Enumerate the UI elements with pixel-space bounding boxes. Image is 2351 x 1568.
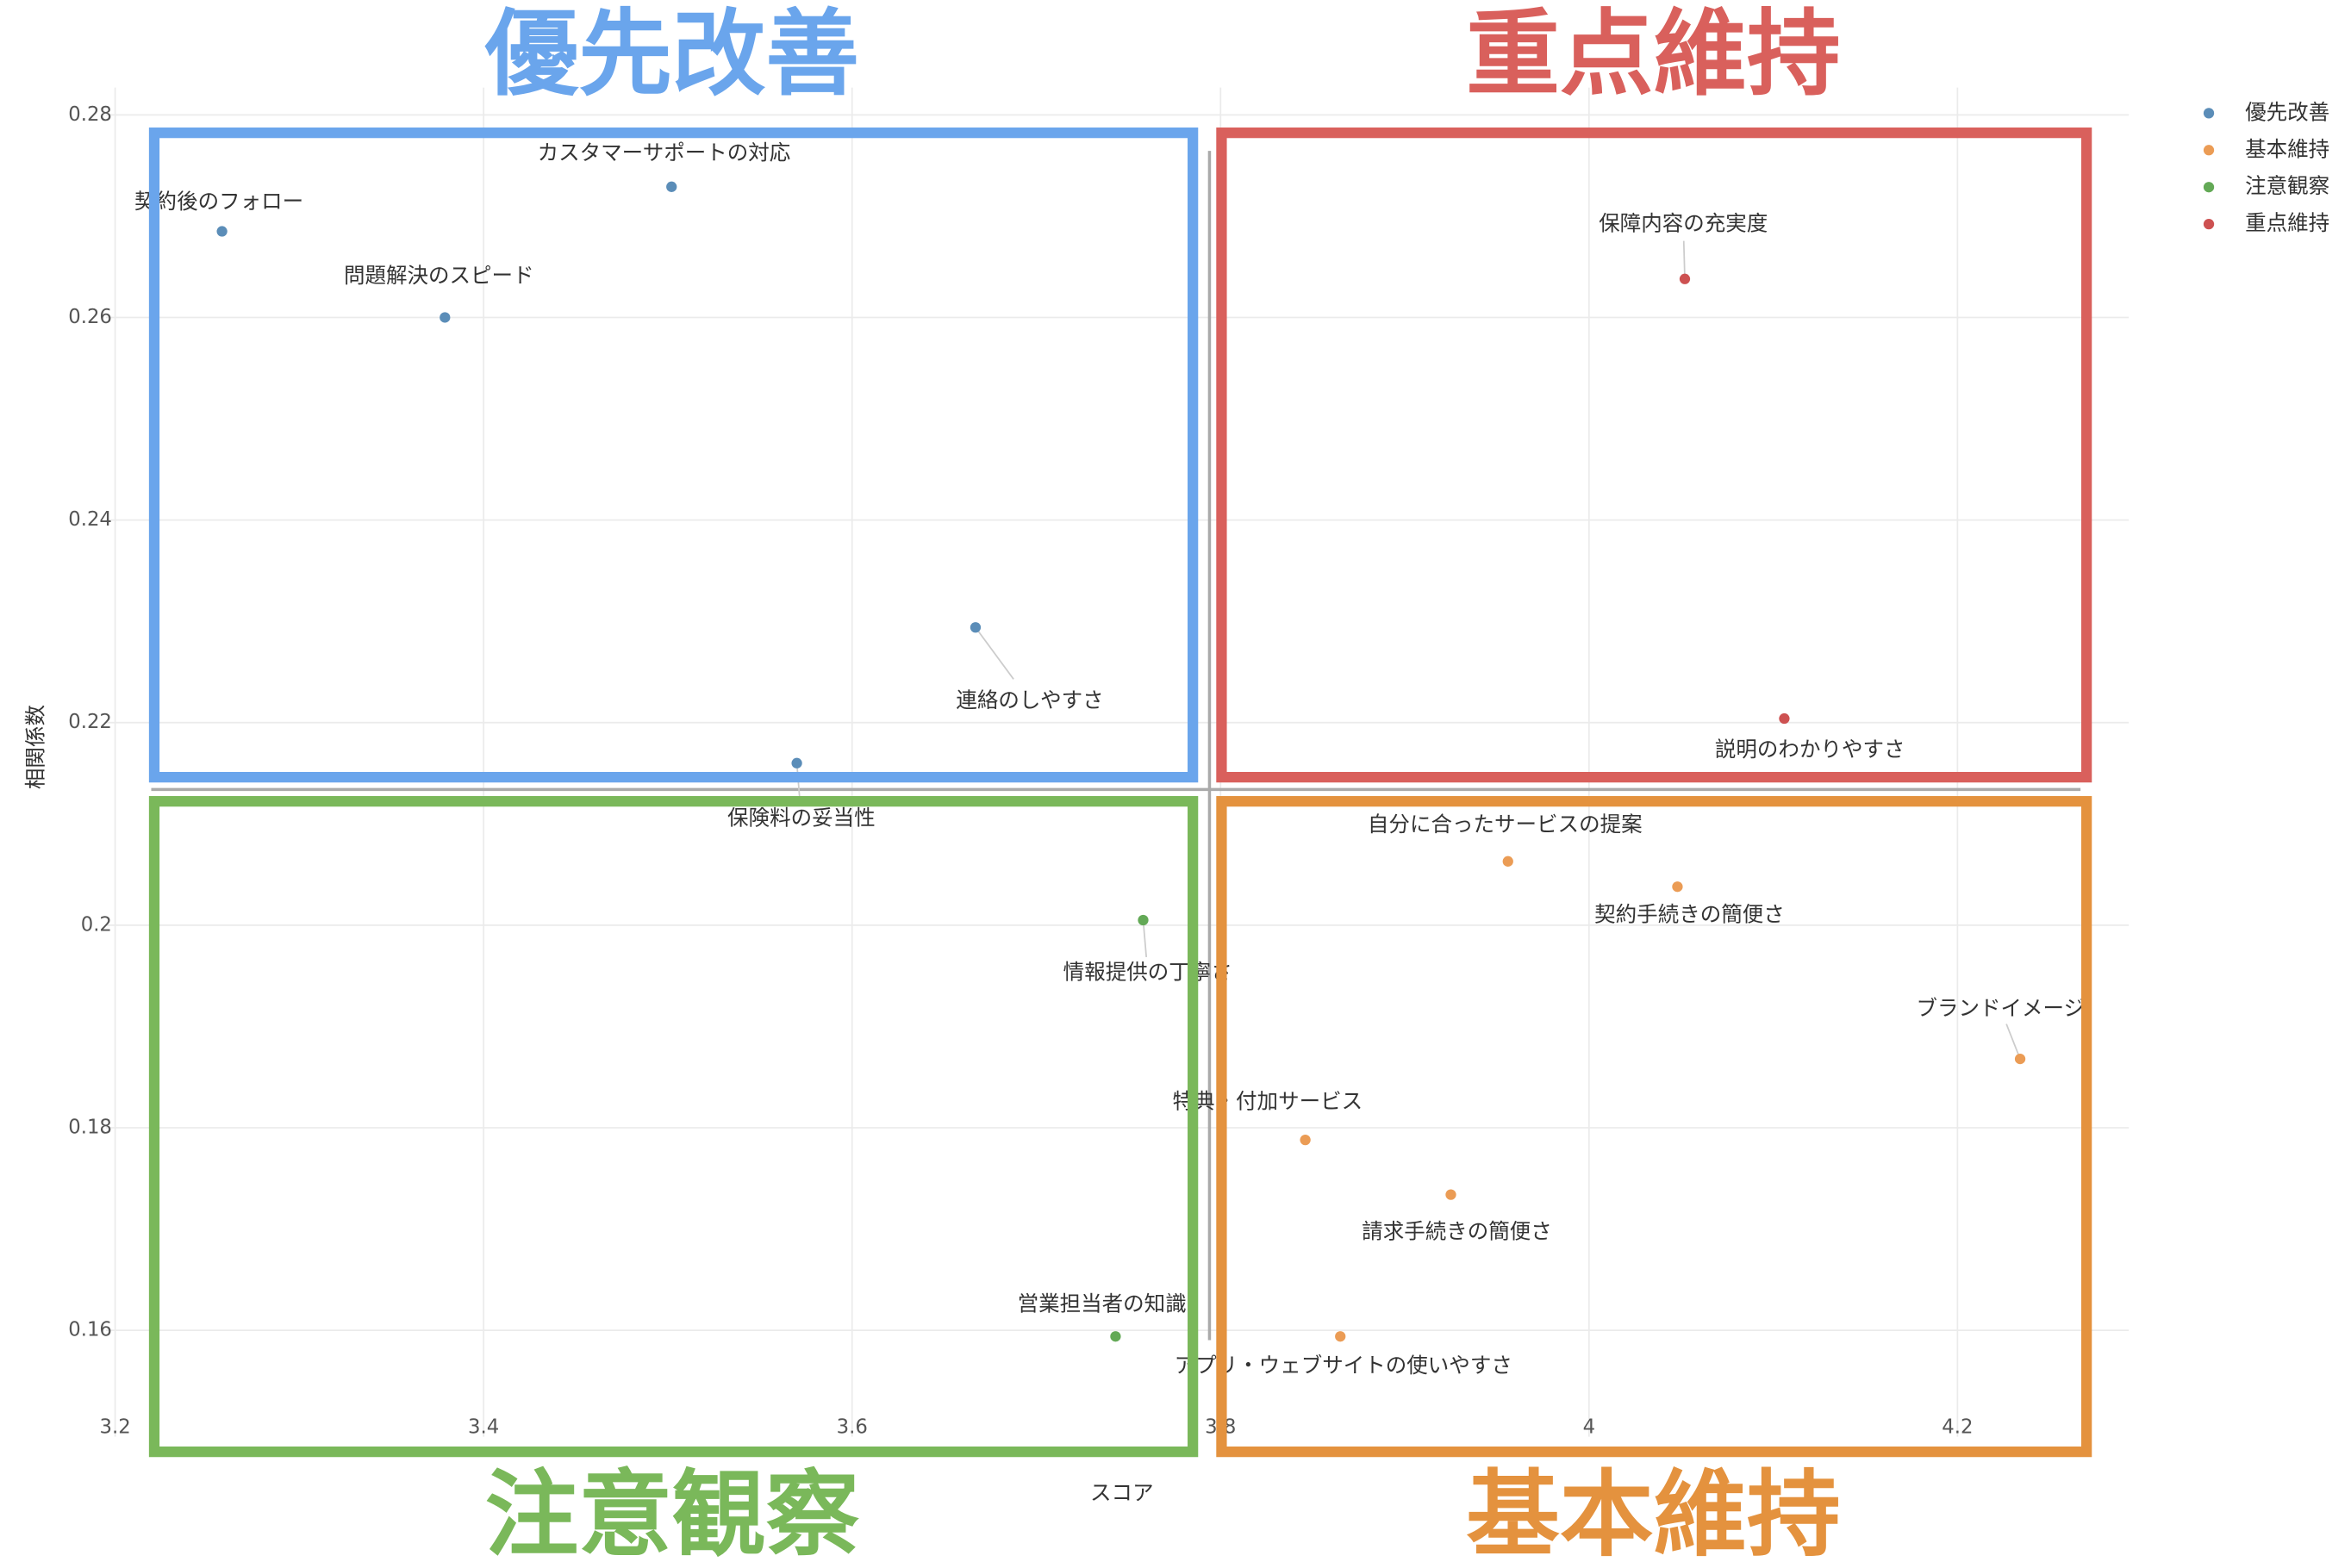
- point-label: カスタマーサポートの対応: [538, 140, 791, 165]
- legend-marker: [2203, 218, 2215, 230]
- point-label: アプリ・ウェブサイトの使いやすさ: [1175, 1353, 1512, 1378]
- point-label: 連絡のしやすさ: [956, 688, 1103, 712]
- y-axis-label: 相関係数: [22, 705, 47, 789]
- y-tick-label: 0.18: [68, 1117, 112, 1139]
- point-label: 説明のわかりやすさ: [1715, 737, 1905, 762]
- quadrant-box: [148, 796, 1199, 1458]
- point-label: 問題解決のスピード: [344, 263, 534, 288]
- point: [1300, 1134, 1311, 1146]
- quadrant-box: [1216, 796, 2092, 1458]
- point: [970, 622, 982, 633]
- point-label: 保険料の妥当性: [727, 806, 876, 831]
- point-label: 契約手続きの簡便さ: [1594, 901, 1785, 926]
- quadrant-title: 基本維持: [1466, 1459, 1840, 1568]
- legend-marker: [2203, 182, 2215, 193]
- point: [440, 312, 451, 323]
- y-tick-label: 0.2: [81, 913, 112, 936]
- y-tick-label: 0.28: [68, 103, 112, 126]
- point-label: 営業担当者の知識: [1018, 1291, 1187, 1316]
- quadrant-box: [148, 128, 1199, 783]
- point: [216, 226, 228, 237]
- point-label: 自分に合ったサービスの提案: [1368, 812, 1643, 837]
- point: [1445, 1189, 1456, 1200]
- point-label: 特典・付加サービス: [1172, 1088, 1363, 1113]
- legend-label: 優先改善: [2245, 99, 2329, 124]
- point-label: 情報提供の丁寧さ: [1063, 959, 1232, 984]
- point: [666, 181, 677, 192]
- y-tick-label: 0.26: [68, 306, 112, 328]
- legend-label: 重点維持: [2245, 210, 2329, 235]
- y-tick-label: 0.22: [68, 711, 112, 733]
- legend-marker: [2203, 108, 2215, 119]
- point-label: 保障内容の充実度: [1599, 211, 1768, 236]
- leader-line: [1682, 240, 1686, 279]
- point-label: 請求手続きの簡便さ: [1362, 1218, 1552, 1243]
- quadrant-title: 優先改善: [484, 0, 859, 109]
- point: [1502, 856, 1513, 867]
- quadrant-box: [1216, 128, 2092, 783]
- point: [1110, 1331, 1121, 1342]
- point: [1779, 712, 1790, 725]
- point: [791, 757, 802, 768]
- quadrant-title: 注意観察: [485, 1459, 860, 1568]
- x-axis-label: スコア: [1090, 1480, 1154, 1505]
- point: [1138, 914, 1149, 926]
- x-tick-label: 3.4: [468, 1416, 499, 1439]
- x-tick-label: 3.6: [837, 1416, 868, 1439]
- leader-line: [2005, 1024, 2021, 1060]
- leader-line: [795, 762, 801, 803]
- x-tick-label: 3.2: [100, 1416, 131, 1439]
- point: [1672, 881, 1683, 893]
- legend-label: 注意観察: [2245, 173, 2329, 198]
- quadrant-title: 重点維持: [1466, 0, 1840, 109]
- legend-label: 基本維持: [2245, 136, 2329, 161]
- point: [2014, 1053, 2026, 1065]
- point: [1679, 273, 1691, 284]
- point-label: ブランドイメージ: [1916, 995, 2085, 1020]
- legend-marker: [2203, 145, 2215, 156]
- leader-line: [1142, 919, 1148, 957]
- y-tick-label: 0.16: [68, 1319, 112, 1341]
- point-label: 契約後のフォロー: [134, 189, 303, 214]
- point: [1335, 1331, 1346, 1342]
- y-tick-label: 0.24: [68, 508, 112, 531]
- x-tick-label: 4.2: [1942, 1416, 1973, 1439]
- x-tick-label: 4: [1583, 1416, 1595, 1439]
- leader-line: [975, 626, 1014, 680]
